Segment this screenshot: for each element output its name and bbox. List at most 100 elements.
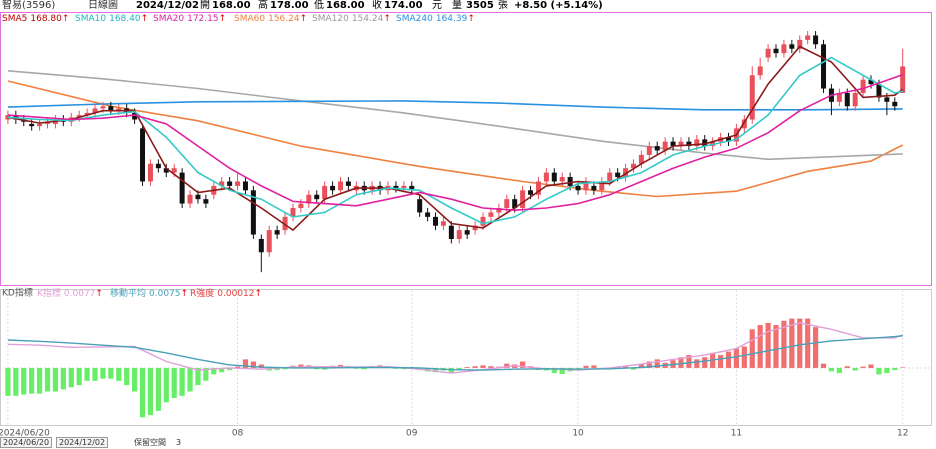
candle-body [528,190,534,195]
candle-body [591,185,597,191]
open-label: 開 [200,0,210,11]
histogram-bar [638,364,644,368]
histogram-bar [211,367,217,375]
candle-body [401,185,407,189]
close-label: 收 [372,0,382,11]
reserve-label: 保留空間 [134,438,166,447]
candle-body [512,199,518,209]
end-input[interactable]: 2024/12/02 [56,437,109,448]
end-date[interactable]: 2024/12/02 [56,437,109,448]
candle-body [171,168,177,173]
candle-body [298,203,304,209]
legend-name: SMA240 [396,14,433,24]
histogram-bar [282,367,288,370]
candle-body [314,194,320,200]
candle-body [868,79,874,85]
candle-body [242,181,248,191]
histogram-bar [860,366,866,368]
legend-entry: SMA20 172.15↑ [153,14,226,24]
candle-body [266,230,272,253]
candle-body [789,44,795,49]
histogram-bar [36,367,43,394]
legend-entry: SMA60 156.24↑ [234,14,307,24]
candle-body [900,66,906,93]
histogram-bar [591,365,597,368]
histogram-bar [361,367,367,370]
histogram-bar [797,318,803,368]
candle-body [757,66,763,76]
candle-body [488,212,494,217]
legend-trend: ↑ [62,14,70,24]
candle-body [797,39,803,49]
histogram-bar [781,320,787,368]
legend-name: SMA120 [312,14,349,24]
candle-body [179,172,185,204]
histogram-bar [464,367,470,368]
candle-body [725,137,731,142]
histogram-bar [630,367,637,370]
candle-body [132,112,138,120]
ma-line [7,100,903,111]
candle-body [504,199,510,209]
histogram-bar [322,367,328,370]
high: 178.00 [270,0,309,11]
x-tick-label: 2024/06/20 [0,429,50,437]
histogram-bar [472,366,478,368]
candle-body [749,75,755,120]
candle-body [543,172,549,182]
candle-body [147,163,153,182]
histogram-bar [203,367,209,381]
open: 168.00 [212,0,251,11]
reserve-value[interactable]: 3 [176,438,182,447]
histogram-bar [108,367,114,379]
candle-body [116,108,122,111]
histogram-bar [765,322,771,368]
candle-body [615,172,621,178]
legend-trend: ↑ [383,14,391,24]
candle-body [235,181,241,186]
histogram-bar [274,367,280,371]
chart-kind: 日線圖 [88,0,118,11]
candle-body [844,92,850,107]
histogram-bar [60,367,66,390]
candle-body [433,216,439,226]
candle-body [448,225,454,239]
ma-line [7,80,904,198]
histogram-bar [789,318,795,368]
candle-body [551,172,557,182]
candle-body [274,230,280,235]
histogram-bar [132,367,138,392]
histogram-bar [448,367,454,374]
candle-body [464,230,470,235]
candle-body [92,108,98,113]
histogram-bar [892,367,898,371]
histogram-bar [13,367,19,396]
histogram-bar [353,367,359,369]
x-tick-label: 11 [731,429,742,437]
candle-body [258,238,264,253]
histogram-bar [5,367,11,396]
volume-unit: 張 [498,0,508,11]
histogram-bar [44,367,51,392]
histogram-bar [551,367,557,374]
histogram-bar [250,361,256,368]
candle-body [741,119,747,129]
candle-body [480,216,486,226]
start-input[interactable]: 2024/06/20 [0,437,53,448]
low-label: 低 [314,0,324,11]
candle-body [472,225,478,231]
histogram-bar [187,367,193,392]
date: 2024/12/02 [136,0,199,11]
candle-body [702,139,708,147]
histogram-bar [520,361,526,368]
candle-body [805,35,811,40]
start-date[interactable]: 2024/06/20 [0,437,53,448]
legend-trend: ↑ [300,14,308,24]
candle-body [100,106,106,109]
legend-value: 172.15 [187,14,219,24]
histogram-bar [828,367,835,372]
candle-body [409,185,415,191]
candle-body [227,181,233,186]
legend-trend: ↑ [254,289,262,299]
